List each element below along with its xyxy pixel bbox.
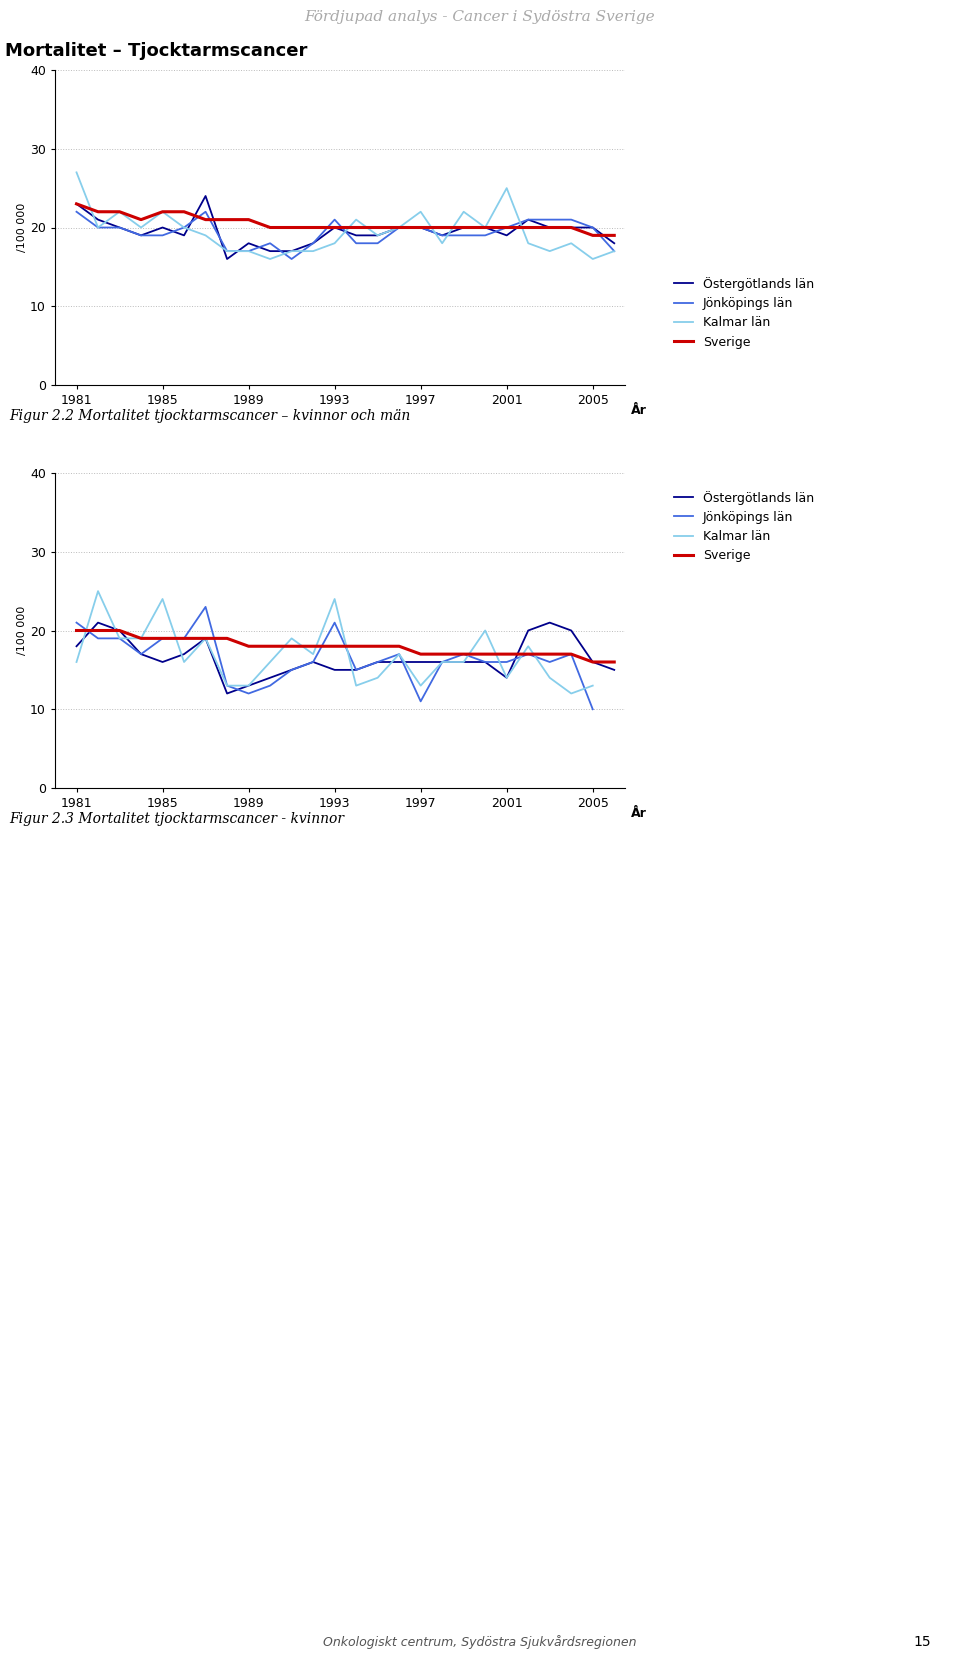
Text: Fördjupad analys - Cancer i Sydöstra Sverige: Fördjupad analys - Cancer i Sydöstra Sve… (304, 10, 656, 25)
Legend: Östergötlands län, Jönköpings län, Kalmar län, Sverige: Östergötlands län, Jönköpings län, Kalma… (669, 272, 819, 354)
Y-axis label: /100 000: /100 000 (17, 605, 27, 656)
Text: Figur 2.2 Mortalitet tjocktarmscancer – kvinnor och män: Figur 2.2 Mortalitet tjocktarmscancer – … (10, 409, 411, 424)
Legend: Östergötlands län, Jönköpings län, Kalmar län, Sverige: Östergötlands län, Jönköpings län, Kalma… (669, 485, 819, 567)
Text: Mortalitet – Tjocktarmscancer: Mortalitet – Tjocktarmscancer (5, 42, 307, 60)
Text: Onkologiskt centrum, Sydöstra Sjukvårdsregionen: Onkologiskt centrum, Sydöstra Sjukvårdsr… (324, 1636, 636, 1650)
Text: År: År (631, 404, 647, 417)
Text: 15: 15 (914, 1636, 931, 1650)
Text: År: År (631, 807, 647, 821)
Y-axis label: /100 000: /100 000 (17, 203, 27, 252)
Text: Figur 2.3 Mortalitet tjocktarmscancer - kvinnor: Figur 2.3 Mortalitet tjocktarmscancer - … (10, 812, 345, 826)
